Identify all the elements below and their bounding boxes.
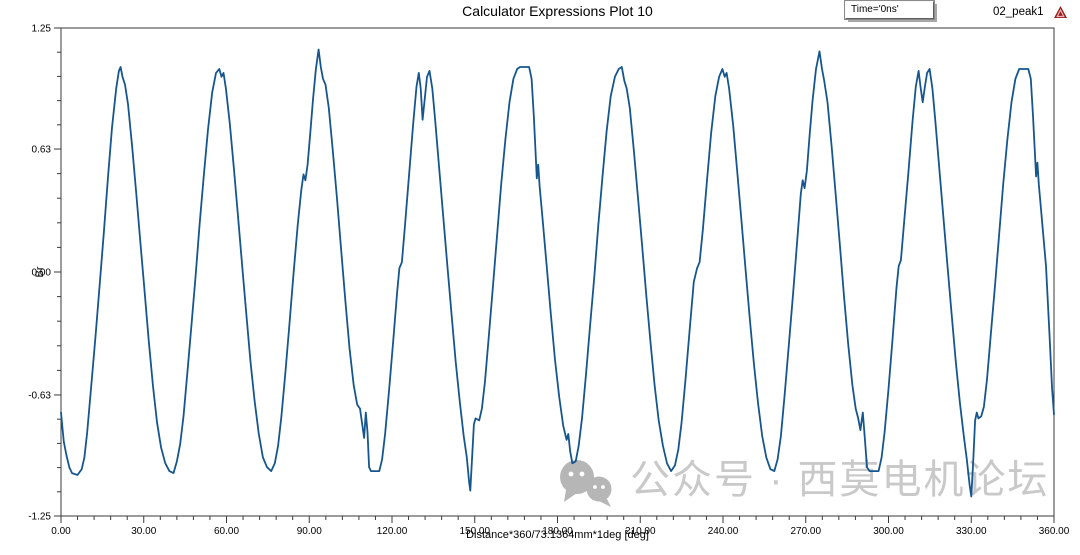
- x-tick-label: 210.00: [625, 526, 656, 537]
- y-tick-label: -1.25: [28, 512, 51, 523]
- series-curve[interactable]: [60, 48, 1055, 498]
- x-tick-label: 360.00: [1039, 526, 1070, 537]
- legend-item-02-peak1[interactable]: 02_peak1: [993, 5, 1068, 19]
- triangle-marker-icon: [1053, 6, 1067, 18]
- x-tick-label: 180.00: [542, 526, 573, 537]
- plot-title: Calculator Expressions Plot 10: [462, 3, 653, 19]
- y-axis-label: Br: [34, 266, 46, 278]
- x-tick-label: 240.00: [708, 526, 739, 537]
- x-tick-label: 300.00: [873, 526, 904, 537]
- y-tick-label: -0.63: [28, 390, 51, 401]
- y-tick-label: 0.63: [32, 145, 52, 156]
- x-tick-label: 270.00: [790, 526, 821, 537]
- x-axis-label: Distance*360/73.1364mm*1deg [deg]: [466, 529, 649, 541]
- legend-series-label: 02_peak1: [993, 6, 1044, 18]
- x-tick-label: 30.00: [131, 526, 156, 537]
- y-tick-label: 0.00: [32, 268, 52, 279]
- x-tick-label: 330.00: [956, 526, 987, 537]
- y-tick-label: 1.25: [32, 24, 52, 35]
- x-tick-label: 0.00: [51, 526, 71, 537]
- time-annotation-box[interactable]: Time='0ns': [844, 0, 935, 20]
- plot-frame: [60, 27, 1055, 517]
- time-annotation-label: Time='0ns': [851, 4, 899, 15]
- x-tick-label: 90.00: [297, 526, 322, 537]
- x-tick-label: 120.00: [377, 526, 408, 537]
- watermark: 公众号 · 西莫电机论坛: [556, 458, 1050, 508]
- x-tick-label: 150.00: [459, 526, 490, 537]
- wechat-icon: [560, 460, 612, 507]
- watermark-text: 公众号 · 西莫电机论坛: [630, 458, 1050, 502]
- x-tick-label: 60.00: [214, 526, 239, 537]
